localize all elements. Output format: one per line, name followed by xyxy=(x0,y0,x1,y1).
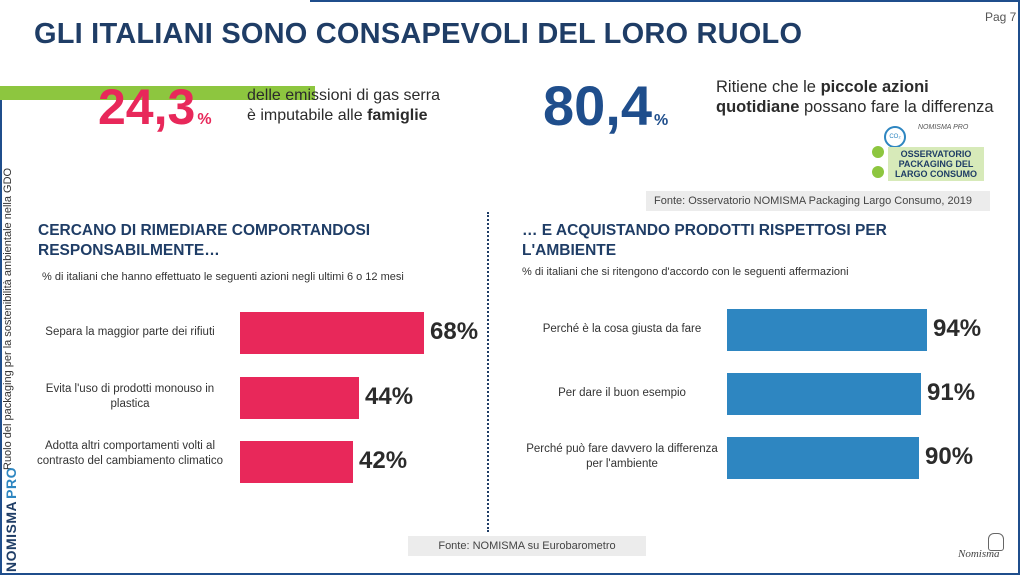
leaf-icon xyxy=(872,146,884,158)
stat-emissions-value: 24,3% xyxy=(98,82,212,132)
bar-value-label: 90% xyxy=(925,443,974,470)
category-label: Adotta altri comportamenti volti al cont… xyxy=(37,440,223,467)
bar-value-label: 68% xyxy=(430,318,479,345)
nomisma-signature: Nomisma xyxy=(958,548,1000,560)
bar xyxy=(240,441,353,483)
bar-value-label: 44% xyxy=(365,383,414,410)
osservatorio-logo: CO₂ NOMISMA PRO OSSERVATORIO PACKAGING D… xyxy=(870,122,988,188)
stat-emissions-number: 24,3 xyxy=(98,79,196,135)
co2-icon: CO₂ xyxy=(884,126,906,148)
stat-actions-line2a: quotidiane xyxy=(716,98,800,116)
stat-emissions-line1: delle emissioni di gas serra xyxy=(247,87,440,104)
category-label: Separa la maggior parte dei rifiuti xyxy=(45,326,215,338)
brand-logo: NOMISMAPRO xyxy=(3,467,19,572)
category-label: Per dare il buon esempio xyxy=(558,387,686,399)
brand-name: NOMISMA xyxy=(3,500,19,572)
recycle-icon xyxy=(872,166,884,178)
bar xyxy=(727,437,919,479)
right-chart-subtitle: % di italiani che si ritengono d'accordo… xyxy=(522,266,849,278)
source-top: Fonte: Osservatorio NOMISMA Packaging La… xyxy=(646,191,990,211)
brand-suffix: PRO xyxy=(3,466,19,499)
left-chart-title: CERCANO DI RIMEDIARE COMPORTANDOSI RESPO… xyxy=(38,222,371,259)
stat-actions-line1b: piccole azioni xyxy=(820,78,929,96)
stat-actions-number: 80,4 xyxy=(543,74,652,137)
logo-text: OSSERVATORIO PACKAGING DEL LARGO CONSUMO xyxy=(888,147,984,181)
stat-actions-value: 80,4% xyxy=(543,78,668,134)
header-background xyxy=(0,0,310,86)
bar-value-label: 42% xyxy=(359,447,408,474)
green-accent-horizontal xyxy=(0,86,315,100)
stat-actions-unit: % xyxy=(654,112,669,129)
bar xyxy=(727,373,921,415)
stat-actions-line2b: possano fare la differenza xyxy=(799,98,994,116)
section-divider xyxy=(487,212,489,532)
left-chart-subtitle: % di italiani che hanno effettuato le se… xyxy=(42,271,404,283)
page-title: GLI ITALIANI SONO CONSAPEVOLI DEL LORO R… xyxy=(34,18,803,50)
category-label: Evita l'uso di prodotti monouso in plast… xyxy=(45,383,215,410)
stat-actions-text: Ritiene che le piccole azioni quotidiane… xyxy=(716,77,1006,117)
side-caption: Ruolo del packaging per la sostenibilità… xyxy=(2,167,14,470)
stat-emissions-line2a: è imputabile alle xyxy=(247,107,368,124)
category-label: Perché è la cosa giusta da fare xyxy=(542,323,702,335)
page-number: Pag 7 xyxy=(985,10,1017,24)
bar xyxy=(240,312,424,354)
bar xyxy=(240,377,359,419)
stat-emissions-line2b: famiglie xyxy=(367,107,428,124)
source-bottom: Fonte: NOMISMA su Eurobarometro xyxy=(408,536,646,556)
stat-actions-line1a: Ritiene che le xyxy=(716,78,821,96)
category-label: Perché può fare davvero la differenza pe… xyxy=(526,443,718,470)
logo-brand: NOMISMA PRO xyxy=(918,124,969,131)
stat-emissions-unit: % xyxy=(197,111,212,128)
bar-value-label: 94% xyxy=(933,315,982,342)
bar-value-label: 91% xyxy=(927,379,976,406)
nomisma-emblem-icon xyxy=(988,533,1004,551)
right-chart-title: … E ACQUISTANDO PRODOTTI RISPETTOSI PER … xyxy=(522,222,887,259)
stat-emissions-text: delle emissioni di gas serra è imputabil… xyxy=(247,86,477,126)
bar xyxy=(727,309,927,351)
